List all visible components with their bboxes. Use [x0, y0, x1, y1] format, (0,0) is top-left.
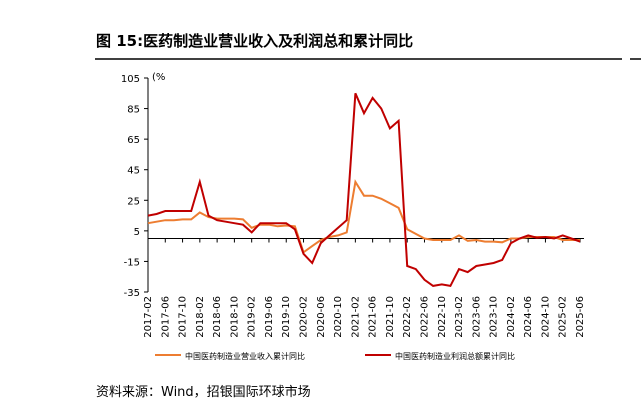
x-tick-label: 2025-02 — [558, 296, 569, 338]
x-tick-label: 2020-10 — [333, 296, 344, 338]
x-tick-label: 2024-10 — [540, 296, 551, 338]
x-tick-label: 2018-10 — [229, 296, 240, 338]
chart-title: 图 15:医药制造业营业收入及利润总和累计同比 — [96, 32, 413, 50]
source: 资料来源：Wind，招银国际环球市场 — [96, 384, 311, 400]
x-tick-label: 2019-06 — [264, 296, 275, 338]
legend-label: 中国医药制造业利润总额累计同比 — [395, 351, 515, 361]
x-tick-label: 2023-02 — [454, 296, 465, 338]
x-tick-label: 2023-10 — [489, 296, 500, 338]
y-tick-label: 85 — [127, 105, 140, 116]
y-tick-label: 5 — [134, 227, 140, 238]
series-line — [147, 92, 581, 288]
x-tick-label: 2021-10 — [385, 296, 396, 338]
x-tick-label: 2019-10 — [281, 296, 292, 338]
series-line — [147, 179, 580, 254]
x-tick-label: 2019-02 — [247, 296, 258, 338]
y-tick-label: -15 — [124, 257, 140, 268]
x-tick-label: 2021-02 — [350, 296, 361, 338]
x-tick-label: 2023-06 — [471, 296, 482, 338]
x-tick-label: 2018-06 — [212, 296, 223, 338]
y-tick-label: 105 — [121, 74, 140, 85]
x-tick-label: 2021-06 — [368, 296, 379, 338]
x-tick-label: 2020-02 — [299, 296, 310, 338]
x-tick-label: 2022-10 — [437, 296, 448, 338]
x-tick-label: 2025-06 — [575, 296, 586, 338]
y-tick-label: 45 — [127, 166, 140, 177]
x-tick-label: 2024-02 — [506, 296, 517, 338]
y-tick-label: -35 — [124, 288, 140, 299]
legend-label: 中国医药制造业营业收入累计同比 — [185, 351, 305, 361]
x-tick-label: 2022-06 — [419, 296, 430, 338]
x-tick-label: 2017-02 — [143, 296, 154, 338]
x-tick-label: 2024-06 — [523, 296, 534, 338]
x-tick-label: 2022-02 — [402, 296, 413, 338]
x-tick-label: 2020-06 — [316, 296, 327, 338]
y-tick-label: 25 — [127, 196, 140, 207]
y-tick-label: 65 — [127, 135, 140, 146]
x-tick-label: 2018-02 — [195, 296, 206, 338]
x-tick-label: 2017-06 — [160, 296, 171, 338]
x-tick-label: 2017-10 — [178, 296, 189, 338]
y-unit: (% — [152, 72, 165, 83]
